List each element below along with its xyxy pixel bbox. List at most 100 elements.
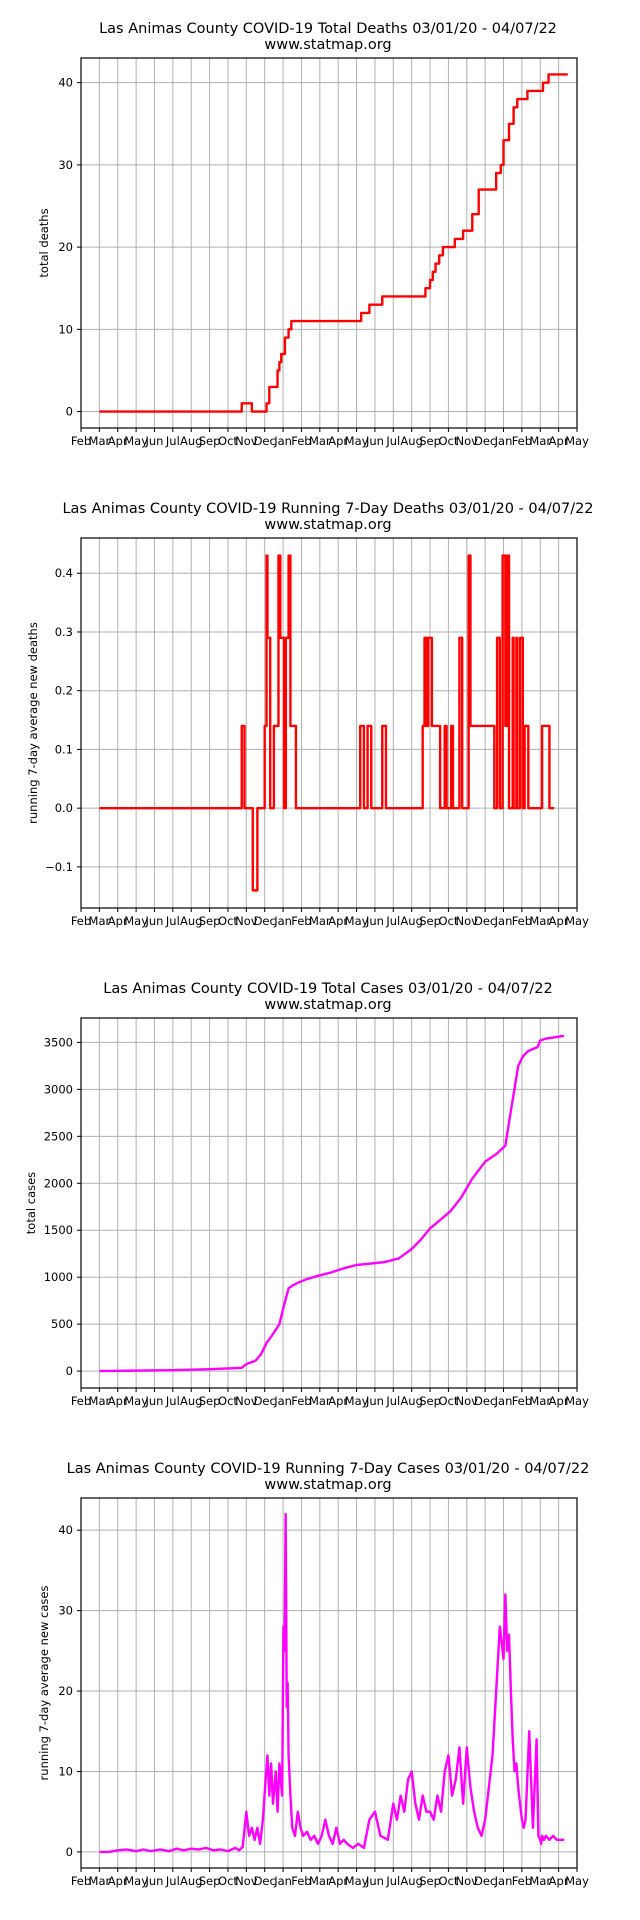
y-tick-label: 20 [58,240,73,254]
data-series-line [99,1512,565,1854]
x-tick-label: May [345,434,369,448]
x-tick-label: Oct [218,1874,238,1888]
y-tick-label: 3000 [44,1082,73,1096]
x-tick-label: Oct [218,434,238,448]
x-tick-label: Dec [474,1874,496,1888]
x-tick-label: Jul [165,1874,180,1888]
x-tick-label: Mar [89,914,111,928]
x-tick-label: Dec [474,434,496,448]
y-tick-label: 0 [66,1364,73,1378]
x-tick-label: Oct [438,914,458,928]
x-tick-label: Jun [365,434,384,448]
x-tick-label: Dec [254,1874,276,1888]
x-tick-label: Dec [474,914,496,928]
y-tick-label: 0.3 [55,625,73,639]
x-tick-label: Feb [512,434,532,448]
x-tick-label: Mar [89,434,111,448]
x-tick-label: Apr [328,1874,348,1888]
x-tick-label: Feb [71,1394,91,1408]
x-tick-label: Apr [328,434,348,448]
x-tick-label: Dec [254,914,276,928]
x-tick-label: Feb [512,914,532,928]
x-tick-label: Feb [71,1874,91,1888]
x-tick-label: Jun [365,1874,384,1888]
chart-subtitle: www.statmap.org [264,517,391,533]
x-tick-label: Nov [456,1394,479,1408]
x-tick-label: Jan [273,1394,292,1408]
x-tick-label: Feb [512,1874,532,1888]
y-tick-label: −0.1 [45,860,73,874]
x-tick-label: Jul [165,434,180,448]
y-axis-label: running 7-day average new cases [37,1586,51,1781]
x-tick-label: Aug [180,914,202,928]
x-tick-label: Mar [89,1874,111,1888]
y-tick-label: 2500 [44,1129,73,1143]
chart-title: Las Animas County COVID-19 Total Deaths … [99,21,557,37]
x-tick-label: Mar [309,914,331,928]
x-tick-label: Aug [400,434,422,448]
x-tick-label: Apr [108,434,128,448]
x-tick-label: Feb [71,914,91,928]
x-tick-label: Jun [144,1874,163,1888]
x-tick-label: Jun [144,914,163,928]
plot-frame [80,537,578,909]
x-tick-label: Oct [438,1394,458,1408]
x-tick-label: Aug [180,434,202,448]
x-tick-label: May [345,1394,369,1408]
data-series-line [99,554,555,892]
x-tick-label: May [345,914,369,928]
chart-total-deaths: Las Animas County COVID-19 Total Deaths … [37,21,589,448]
chart-7day-deaths: Las Animas County COVID-19 Running 7-Day… [26,501,594,928]
x-tick-label: Sep [199,434,221,448]
x-tick-label: Dec [474,1394,496,1408]
x-tick-label: May [565,1874,589,1888]
x-tick-label: Sep [199,914,221,928]
x-tick-label: Oct [218,1394,238,1408]
y-tick-label: 0.4 [55,566,73,580]
x-tick-label: Nov [235,434,258,448]
x-tick-label: Jun [365,1394,384,1408]
chart-subtitle: www.statmap.org [264,37,391,53]
x-tick-label: Mar [529,914,551,928]
x-tick-label: Aug [400,914,422,928]
x-tick-label: Feb [291,1394,311,1408]
data-series-line [99,1034,565,1373]
y-tick-label: 30 [58,1604,73,1618]
x-tick-label: Oct [438,434,458,448]
chart-title: Las Animas County COVID-19 Total Cases 0… [103,981,552,997]
x-tick-label: Apr [108,914,128,928]
x-tick-label: Dec [254,434,276,448]
x-tick-label: Nov [235,914,258,928]
x-tick-label: Jun [144,1394,163,1408]
x-tick-label: Sep [199,1874,221,1888]
chart-subtitle: www.statmap.org [264,997,391,1013]
x-tick-label: Apr [108,1394,128,1408]
y-tick-label: 1500 [44,1223,73,1237]
x-tick-label: Sep [419,1874,441,1888]
x-tick-label: Aug [400,1394,422,1408]
x-tick-label: Jun [144,434,163,448]
x-tick-label: Jul [385,434,400,448]
chart-total-cases: Las Animas County COVID-19 Total Cases 0… [24,981,589,1408]
x-tick-label: May [565,1394,589,1408]
x-tick-label: Jul [165,914,180,928]
x-tick-label: Jun [365,914,384,928]
x-tick-label: Jan [273,434,292,448]
y-tick-label: 500 [51,1317,73,1331]
y-tick-label: 0 [66,405,73,419]
x-tick-label: Feb [71,434,91,448]
y-tick-label: 0.2 [55,684,73,698]
plot-frame [80,1497,578,1869]
x-tick-label: Jul [385,914,400,928]
x-tick-label: Nov [456,434,479,448]
x-tick-label: Apr [549,914,569,928]
y-tick-label: 20 [58,1684,73,1698]
chart-7day-cases: Las Animas County COVID-19 Running 7-Day… [37,1461,589,1888]
y-tick-label: 3500 [44,1035,73,1049]
x-tick-label: Apr [328,1394,348,1408]
x-tick-label: Nov [235,1394,258,1408]
x-tick-label: Jul [385,1394,400,1408]
x-tick-label: Sep [419,914,441,928]
x-tick-label: Apr [549,1874,569,1888]
